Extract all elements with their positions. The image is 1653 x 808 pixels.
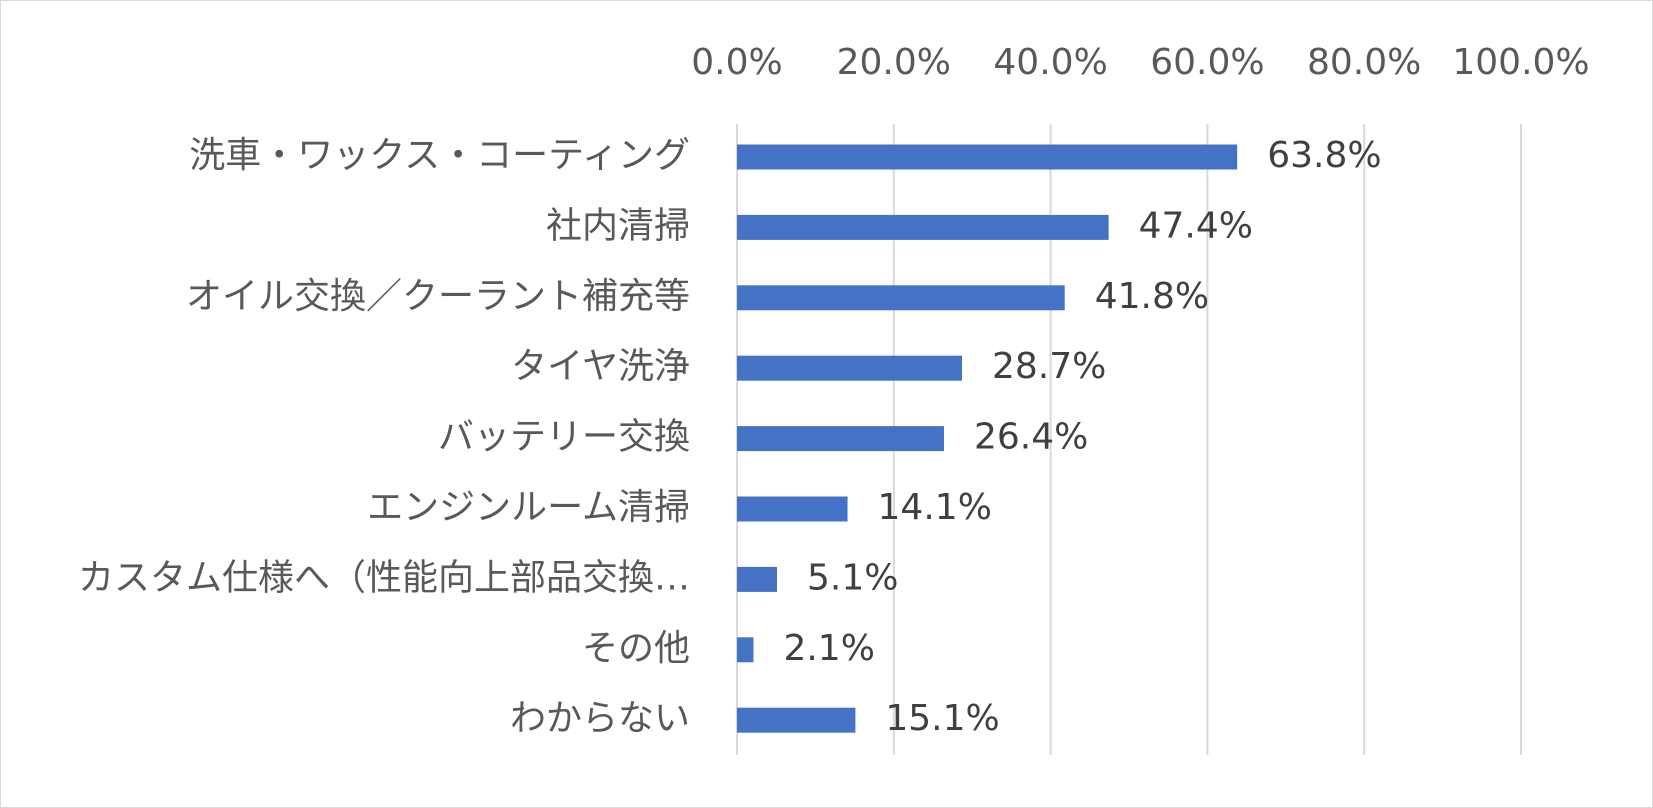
bars bbox=[737, 144, 1238, 733]
bar bbox=[737, 285, 1065, 311]
bar bbox=[737, 144, 1238, 170]
bar bbox=[737, 426, 944, 452]
x-axis-ticks: 0.0% 20.0% 40.0% 60.0% 80.0% 100.0% bbox=[691, 42, 1589, 83]
category-label: 洗車・ワックス・コーティング bbox=[189, 135, 690, 176]
data-label: 26.4% bbox=[974, 417, 1088, 458]
category-label: タイヤ洗浄 bbox=[511, 346, 690, 387]
data-label: 41.8% bbox=[1095, 276, 1209, 317]
data-label: 15.1% bbox=[885, 698, 999, 739]
data-label: 5.1% bbox=[807, 557, 898, 598]
bar bbox=[737, 496, 848, 522]
x-tick-label: 20.0% bbox=[837, 42, 951, 83]
data-label: 2.1% bbox=[783, 628, 874, 669]
category-label: オイル交換／クーラント補充等 bbox=[186, 276, 690, 317]
bar bbox=[737, 355, 963, 381]
data-label: 28.7% bbox=[992, 346, 1106, 387]
bar bbox=[737, 707, 856, 733]
category-label: カスタム仕様へ（性能向上部品交換… bbox=[78, 557, 690, 598]
category-labels: 洗車・ワックス・コーティング社内清掃オイル交換／クーラント補充等タイヤ洗浄バッテ… bbox=[78, 135, 690, 739]
x-tick-label: 40.0% bbox=[993, 42, 1107, 83]
category-label: エンジンルーム清掃 bbox=[367, 487, 690, 528]
data-label: 63.8% bbox=[1267, 135, 1381, 176]
bar bbox=[737, 214, 1109, 240]
category-label: 社内清掃 bbox=[546, 205, 690, 246]
category-label: わからない bbox=[510, 698, 690, 739]
bar bbox=[737, 637, 754, 663]
x-tick-label: 60.0% bbox=[1150, 42, 1264, 83]
data-labels: 63.8% 47.4% 41.8% 28.7% 26.4% 14.1% 5.1% 2.1% 15… bbox=[783, 135, 1381, 739]
x-tick-label: 80.0% bbox=[1307, 42, 1421, 83]
x-tick-label: 0.0% bbox=[691, 42, 782, 83]
category-label: バッテリー交換 bbox=[438, 417, 690, 458]
bar bbox=[737, 566, 777, 592]
x-tick-label: 100.0% bbox=[1452, 42, 1589, 83]
category-label: その他 bbox=[582, 628, 690, 669]
data-label: 47.4% bbox=[1139, 205, 1253, 246]
data-label: 14.1% bbox=[878, 487, 992, 528]
